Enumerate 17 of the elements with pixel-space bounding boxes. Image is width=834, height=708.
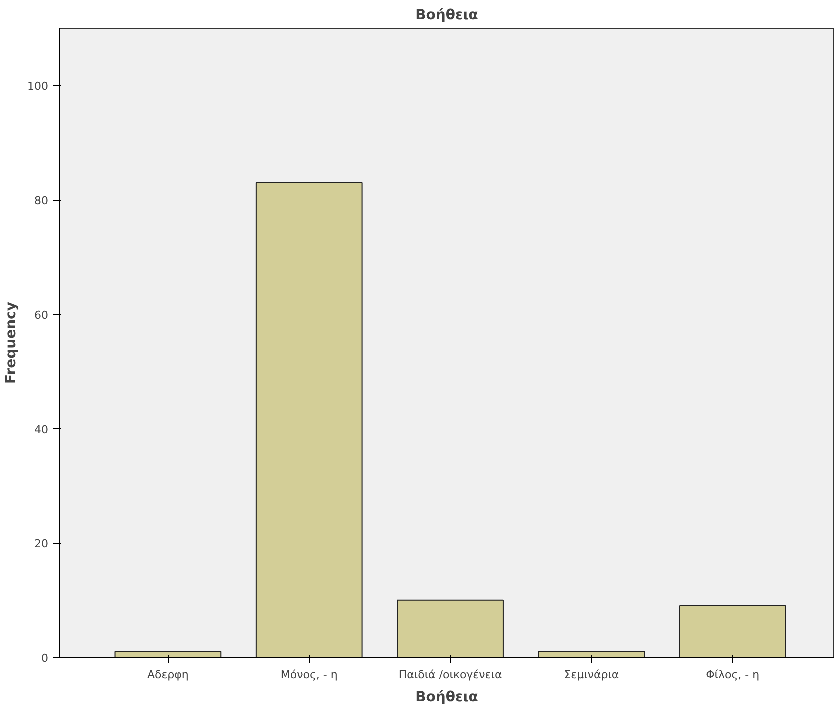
x-tick-label: Μόνος, - η xyxy=(280,668,338,682)
chart-title: Βοήθεια xyxy=(416,8,479,24)
y-tick-label: 40 xyxy=(34,423,49,436)
x-tick-label: Παιδιά /οικογένεια xyxy=(398,668,502,682)
x-tick-label: Αδερφη xyxy=(147,668,189,682)
bar xyxy=(679,606,786,658)
bar xyxy=(397,600,504,658)
y-tick-label: 0 xyxy=(42,652,48,665)
y-tick-label: 60 xyxy=(34,308,49,322)
y-tick-label: 80 xyxy=(34,194,49,208)
y-axis-title: Frequency xyxy=(4,302,20,384)
x-tick-label: Φίλος, - η xyxy=(706,668,760,682)
x-axis-title: Βοήθεια xyxy=(416,690,479,706)
bar xyxy=(256,182,363,658)
x-tick-label: Σεμινάρια xyxy=(564,668,620,682)
y-tick-label: 100 xyxy=(28,80,49,94)
y-tick-label: 20 xyxy=(34,538,49,551)
